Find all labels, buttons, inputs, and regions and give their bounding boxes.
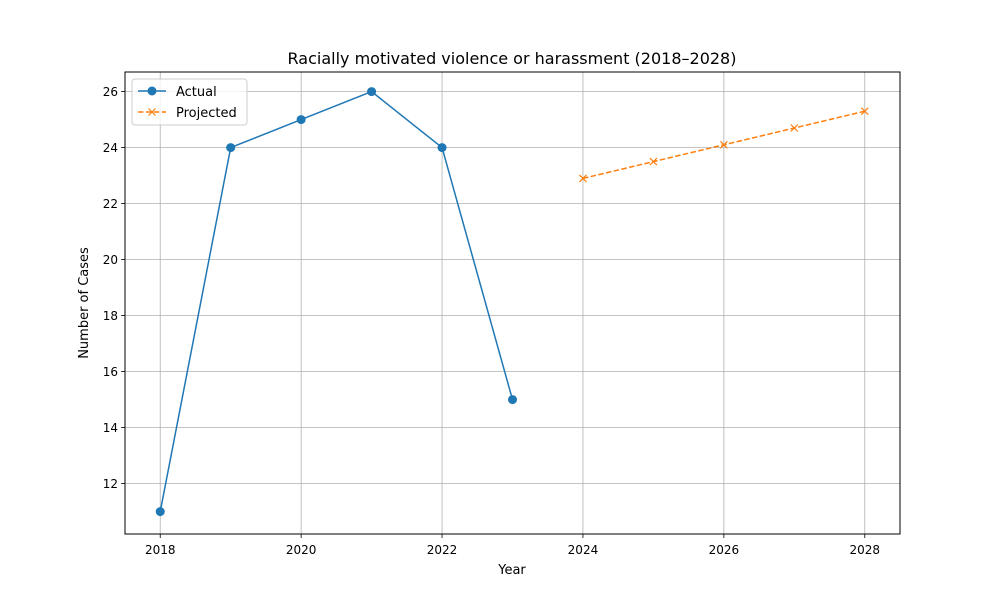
legend-entry-actual: Actual <box>138 85 217 100</box>
x-tick-label: 2028 <box>849 543 880 557</box>
data-point-actual <box>508 395 517 405</box>
x-tick-label: 2018 <box>145 543 176 557</box>
data-point-projected <box>790 124 799 132</box>
x-tick-label: 2022 <box>427 543 458 557</box>
plot-frame <box>124 71 901 535</box>
y-tick-label: 18 <box>103 309 118 323</box>
y-tick-label: 12 <box>103 477 118 491</box>
series-line-actual <box>159 90 514 512</box>
data-point-actual <box>296 115 306 125</box>
x-tick-label: 2024 <box>568 543 599 557</box>
data-point-actual <box>367 87 377 97</box>
y-tick-label: 24 <box>103 141 118 155</box>
legend-label-actual: Actual <box>176 85 217 100</box>
x-tick-label: 2020 <box>286 543 317 557</box>
series-layer <box>155 87 869 517</box>
legend-marker-actual <box>147 86 157 96</box>
y-tick-label: 22 <box>103 197 118 211</box>
y-tick-label: 26 <box>103 85 118 99</box>
chart-title: Racially motivated violence or harassmen… <box>288 49 737 68</box>
data-point-projected <box>860 107 869 116</box>
legend-marker-projected <box>148 108 156 116</box>
data-point-actual <box>437 143 447 153</box>
legend: Actual Projected <box>131 78 248 126</box>
data-point-projected <box>719 140 728 149</box>
legend-label-projected: Projected <box>176 106 237 121</box>
legend-entry-projected: Projected <box>138 106 237 121</box>
data-point-projected <box>579 174 587 183</box>
y-tick-label: 20 <box>103 253 118 267</box>
y-axis-label: Number of Cases <box>77 247 92 359</box>
y-tick-label: 14 <box>103 421 118 435</box>
x-tick-label: 2026 <box>709 543 740 557</box>
data-point-projected <box>649 157 658 166</box>
y-tick-label: 16 <box>103 365 118 379</box>
data-point-actual <box>226 143 236 153</box>
x-axis-label: Year <box>497 563 526 578</box>
data-point-actual <box>155 507 165 517</box>
